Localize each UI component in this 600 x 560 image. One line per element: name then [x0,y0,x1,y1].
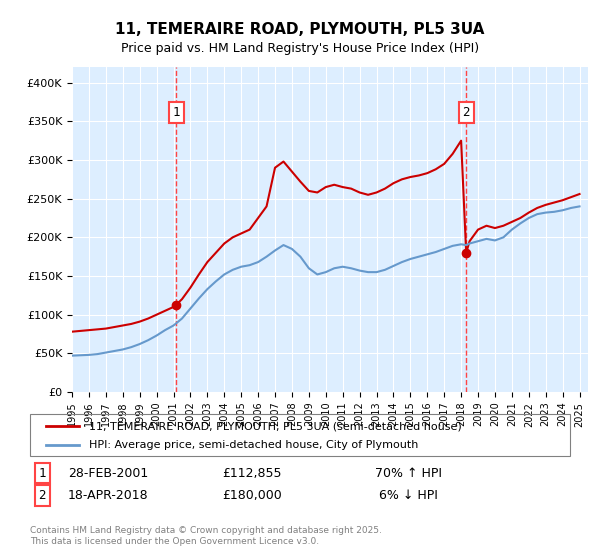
Text: 6% ↓ HPI: 6% ↓ HPI [379,489,437,502]
Text: 11, TEMERAIRE ROAD, PLYMOUTH, PL5 3UA: 11, TEMERAIRE ROAD, PLYMOUTH, PL5 3UA [115,22,485,38]
Text: 28-FEB-2001: 28-FEB-2001 [68,466,148,480]
Text: 1: 1 [38,466,46,480]
Text: HPI: Average price, semi-detached house, City of Plymouth: HPI: Average price, semi-detached house,… [89,440,419,450]
Text: 70% ↑ HPI: 70% ↑ HPI [374,466,442,480]
Text: 1: 1 [172,106,180,119]
Text: 11, TEMERAIRE ROAD, PLYMOUTH, PL5 3UA (semi-detached house): 11, TEMERAIRE ROAD, PLYMOUTH, PL5 3UA (s… [89,421,462,431]
Text: £112,855: £112,855 [222,466,282,480]
Text: 2: 2 [38,489,46,502]
Text: 2: 2 [463,106,470,119]
Text: Contains HM Land Registry data © Crown copyright and database right 2025.
This d: Contains HM Land Registry data © Crown c… [30,526,382,546]
Text: Price paid vs. HM Land Registry's House Price Index (HPI): Price paid vs. HM Land Registry's House … [121,42,479,55]
Text: £180,000: £180,000 [222,489,282,502]
Text: 18-APR-2018: 18-APR-2018 [68,489,148,502]
